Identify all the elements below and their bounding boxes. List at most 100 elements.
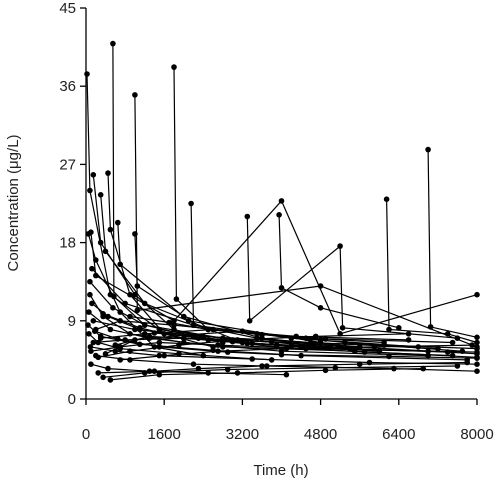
- data-point: [376, 348, 383, 355]
- data-point: [137, 325, 143, 331]
- data-point: [107, 326, 114, 333]
- data-point: [273, 344, 280, 350]
- data-point: [347, 345, 353, 352]
- data-point: [173, 296, 180, 302]
- data-point: [107, 226, 114, 233]
- data-point: [249, 356, 255, 362]
- data-point: [156, 344, 163, 350]
- data-point: [276, 212, 282, 218]
- data-point: [337, 331, 343, 337]
- data-point: [337, 243, 343, 249]
- data-point: [415, 344, 422, 350]
- data-point: [141, 370, 148, 376]
- data-point: [127, 291, 133, 298]
- data-point: [444, 331, 451, 337]
- data-point: [356, 344, 363, 350]
- data-point: [195, 365, 202, 372]
- data-point: [425, 352, 431, 359]
- data-point: [459, 348, 466, 355]
- data-point: [132, 291, 138, 298]
- x-tick-label: 6400: [382, 426, 415, 443]
- data-point: [146, 368, 153, 375]
- data-point: [234, 337, 241, 343]
- data-point: [105, 170, 111, 176]
- x-tick-label: 8000: [460, 426, 493, 443]
- x-tick-label: 3200: [226, 426, 259, 443]
- data-point: [87, 187, 93, 194]
- data-point: [171, 326, 177, 333]
- data-point: [190, 333, 197, 340]
- data-point: [156, 352, 163, 359]
- data-point: [97, 239, 104, 246]
- data-point: [90, 318, 97, 324]
- series-line-9: [427, 149, 478, 338]
- data-point: [386, 326, 392, 333]
- data-point: [474, 339, 480, 346]
- data-point: [342, 339, 348, 346]
- data-point: [317, 283, 324, 289]
- data-point: [110, 305, 116, 311]
- y-axis-title: Concentration (μg/L): [5, 134, 22, 271]
- data-point: [176, 351, 182, 357]
- x-tick-label: 0: [82, 426, 90, 443]
- data-point: [371, 344, 378, 350]
- series-points: [84, 40, 480, 383]
- series-line-41: [129, 315, 385, 344]
- data-point: [95, 354, 101, 361]
- data-point: [352, 346, 358, 353]
- data-point: [405, 331, 412, 337]
- data-point: [117, 261, 123, 268]
- data-point: [381, 339, 387, 346]
- y-axis-ticks: 0 9 18 27 36 45: [59, 0, 86, 408]
- data-point: [134, 307, 141, 314]
- data-point: [317, 305, 324, 311]
- data-point: [117, 344, 123, 350]
- data-point: [278, 351, 285, 358]
- y-tick-label: 36: [59, 78, 76, 95]
- series-line-2: [90, 199, 478, 335]
- data-point: [132, 231, 138, 237]
- data-point: [239, 328, 246, 335]
- series-line-5: [173, 67, 453, 344]
- data-point: [425, 146, 431, 153]
- data-point: [195, 335, 202, 342]
- data-point: [322, 336, 329, 342]
- data-point: [339, 325, 346, 331]
- data-point: [264, 363, 270, 369]
- data-point: [454, 335, 461, 342]
- data-point: [224, 366, 231, 373]
- data-point: [111, 293, 117, 300]
- data-point: [425, 348, 431, 355]
- data-point: [132, 337, 138, 343]
- data-point: [181, 313, 187, 320]
- data-point: [95, 370, 101, 376]
- data-point: [210, 326, 216, 333]
- data-point: [474, 355, 480, 362]
- data-point: [268, 338, 275, 345]
- data-point: [92, 328, 98, 335]
- data-point: [259, 331, 265, 338]
- data-point: [322, 367, 329, 374]
- data-point: [93, 272, 99, 279]
- data-point: [166, 319, 172, 326]
- data-point: [220, 344, 226, 350]
- data-point: [244, 213, 251, 220]
- data-point: [86, 331, 92, 337]
- data-point: [88, 348, 94, 355]
- data-point: [176, 342, 182, 348]
- data-point: [88, 361, 94, 368]
- data-point: [190, 322, 197, 328]
- data-point: [215, 348, 221, 355]
- data-point: [117, 309, 123, 315]
- data-point: [449, 339, 456, 346]
- data-point: [383, 196, 390, 202]
- x-tick-label: 1600: [148, 426, 181, 443]
- data-point: [391, 365, 397, 372]
- series-line-7: [278, 214, 399, 329]
- data-point: [268, 357, 275, 363]
- series-line-15: [117, 222, 321, 344]
- data-point: [95, 339, 101, 346]
- data-point: [474, 368, 480, 375]
- data-point: [220, 339, 226, 346]
- x-axis-title: Time (h): [253, 462, 308, 479]
